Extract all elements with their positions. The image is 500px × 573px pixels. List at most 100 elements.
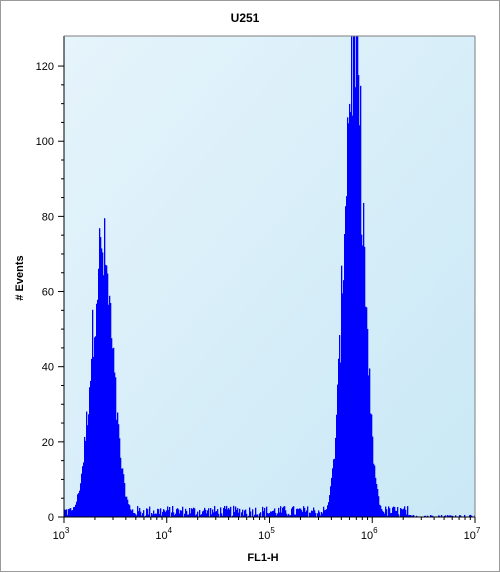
histogram-bin <box>147 509 149 517</box>
histogram-bin <box>338 358 340 517</box>
histogram-bin <box>187 514 189 517</box>
histogram-bin <box>233 505 235 517</box>
histogram-bin <box>273 510 275 517</box>
histogram-bin <box>152 514 154 517</box>
histogram-bin <box>189 507 191 517</box>
histogram-bin <box>384 513 386 517</box>
histogram-bin <box>310 512 312 517</box>
chart-title: U251 <box>231 11 260 25</box>
histogram-bin <box>332 468 334 517</box>
histogram-bin <box>245 509 247 517</box>
histogram-bin <box>315 512 317 517</box>
histogram-bin <box>125 496 127 517</box>
histogram-bars <box>64 36 476 518</box>
x-tick-label: 105 <box>258 526 275 542</box>
histogram-bin <box>211 514 213 517</box>
histogram-bin <box>100 237 102 517</box>
histogram-bin <box>148 514 150 517</box>
histogram-bin <box>175 513 177 517</box>
histogram-bin <box>239 508 241 517</box>
histogram-bin <box>389 508 391 517</box>
histogram-bin <box>95 336 97 517</box>
histogram-bin <box>353 36 355 517</box>
histogram-bin <box>244 510 246 517</box>
histogram-bin <box>241 512 243 517</box>
histogram-bin <box>376 484 378 517</box>
histogram-bin <box>218 513 220 517</box>
histogram-bin <box>400 508 402 517</box>
histogram-bin <box>352 115 354 518</box>
histogram-bin <box>113 347 115 517</box>
histogram-bin <box>109 295 111 517</box>
histogram-bin <box>359 125 361 517</box>
histogram-bin <box>129 505 131 517</box>
histogram-bin <box>73 507 75 517</box>
histogram-bin <box>290 515 292 517</box>
histogram-bin <box>153 510 155 517</box>
histogram-bin <box>86 411 88 517</box>
histogram-bin <box>385 506 387 517</box>
histogram-bin <box>304 507 306 517</box>
histogram-bin <box>108 304 110 517</box>
histogram-bin <box>459 515 461 517</box>
histogram-bin <box>336 414 338 517</box>
histogram-bin <box>334 458 336 517</box>
histogram-bin <box>382 510 384 517</box>
histogram-bin <box>102 252 104 517</box>
x-axis-title: FL1-H <box>247 552 278 564</box>
histogram-bin <box>367 328 369 517</box>
histogram-bin <box>234 511 236 517</box>
histogram-bin <box>98 268 100 517</box>
histogram-bin <box>212 509 214 517</box>
histogram-bin <box>416 515 418 517</box>
histogram-bin <box>171 512 173 517</box>
histogram-bin <box>394 507 396 517</box>
histogram-bin <box>85 440 87 517</box>
histogram-bin <box>377 489 379 517</box>
histogram-bin <box>333 459 335 517</box>
histogram-bin <box>260 512 262 517</box>
histogram-bin <box>166 510 168 517</box>
histogram-bin <box>222 515 224 517</box>
y-tick-label: 60 <box>42 287 54 299</box>
histogram-bin <box>358 75 360 517</box>
histogram-bin <box>470 514 472 517</box>
histogram-bin <box>69 508 71 517</box>
histogram-bin <box>455 515 457 517</box>
histogram-bin <box>179 513 181 517</box>
histogram-bin <box>232 515 234 517</box>
histogram-bin <box>349 103 351 518</box>
histogram-bin <box>335 437 337 517</box>
plot-area <box>64 36 475 517</box>
histogram-bin <box>374 465 376 517</box>
histogram-bin <box>401 508 403 517</box>
histogram-bin <box>230 506 232 517</box>
histogram-bin <box>254 514 256 517</box>
histogram-bin <box>197 511 199 517</box>
histogram-bin <box>438 515 440 517</box>
histogram-bin <box>292 506 294 517</box>
histogram-bin <box>246 513 248 517</box>
histogram-bin <box>228 508 230 517</box>
histogram-bin <box>162 511 164 517</box>
histogram-bin <box>365 306 367 517</box>
histogram-bin <box>199 509 201 517</box>
histogram-bin <box>444 515 446 517</box>
histogram-bin <box>322 513 324 517</box>
histogram-bin <box>430 515 432 517</box>
histogram-bin <box>64 509 66 517</box>
histogram-bin <box>386 509 388 517</box>
histogram-bin <box>284 506 286 517</box>
histogram-bin <box>181 510 183 517</box>
histogram-bin <box>329 495 331 517</box>
histogram-bin <box>229 509 231 517</box>
histogram-bin <box>216 511 218 517</box>
histogram-bin <box>425 515 427 517</box>
histogram-bin <box>203 510 205 517</box>
histogram-bin <box>451 515 453 517</box>
histogram-bin <box>237 508 239 517</box>
histogram-bin <box>71 510 73 517</box>
histogram-bin <box>371 414 373 517</box>
histogram-bin <box>320 515 322 517</box>
histogram-bin <box>172 506 174 517</box>
